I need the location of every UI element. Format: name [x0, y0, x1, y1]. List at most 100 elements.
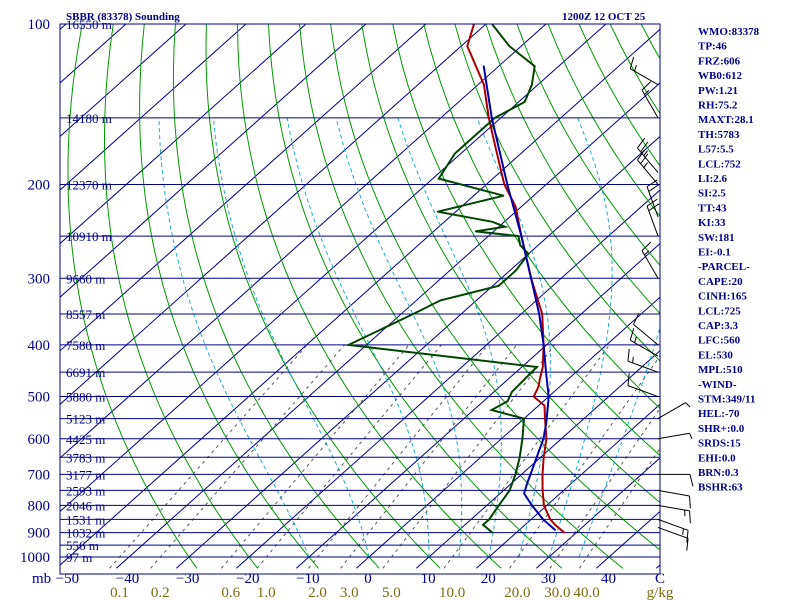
dewpoint-point — [517, 235, 520, 237]
dewpoint-point — [504, 225, 506, 228]
parcel-point — [520, 235, 523, 237]
pressure-tick-label: 400 — [28, 338, 51, 354]
station-title: SBBR (83378) Sounding — [66, 11, 180, 23]
index-entry: LFC:560 — [698, 335, 741, 347]
isotherm-line — [60, 28, 660, 566]
dewpoint-point — [438, 177, 440, 180]
temperature-tick-label: −40 — [116, 571, 139, 587]
parcel-point — [506, 183, 509, 186]
temperature-tick-label: −30 — [176, 571, 199, 587]
mixing-ratio-tick-label: 30.0 — [544, 585, 570, 600]
mixing-ratio-tick-label: 0.6 — [221, 585, 240, 600]
index-entry: SW:181 — [698, 232, 735, 244]
wind-barb-half-feather — [685, 402, 691, 408]
parcel-point — [554, 529, 556, 531]
index-entry: TP:46 — [698, 41, 727, 53]
wind-barb-feather — [633, 312, 640, 325]
temperature-point — [514, 205, 517, 208]
wind-barb-staff — [657, 432, 690, 440]
wind-barb-feather — [689, 474, 694, 487]
isotherm-line — [476, 403, 660, 569]
isotherm-line — [60, 24, 247, 191]
isotherm-line — [60, 24, 307, 245]
index-entry: LCL:725 — [698, 305, 741, 317]
wind-barb-feather — [627, 373, 630, 386]
wind-barb — [627, 373, 659, 398]
temperature-point — [537, 386, 540, 388]
wind-barb-staff — [657, 402, 686, 420]
temperature-point — [494, 146, 497, 148]
dewpoint-point — [508, 489, 511, 492]
temperature-point — [539, 376, 542, 379]
wind-barb — [629, 56, 659, 86]
moist-adiabat-line — [578, 326, 660, 558]
temperature-point — [541, 313, 543, 315]
index-entry: STM:349/11 — [698, 394, 755, 406]
wind-barb-feather — [637, 149, 646, 161]
temperature-point — [554, 524, 556, 526]
dewpoint-point — [521, 438, 524, 440]
height-label: 9660 m — [66, 271, 105, 286]
grid-lines — [60, 24, 660, 569]
temperature-tick-label: 40 — [601, 571, 616, 587]
parcel-point — [530, 277, 532, 280]
temperature-point — [545, 438, 548, 440]
mixing-ratio-tick-label: 0.1 — [110, 585, 129, 600]
wind-barb-staff — [641, 250, 659, 279]
index-entry: EI:-0.1 — [698, 247, 731, 259]
mixing-ratio-line — [578, 447, 660, 569]
index-entry: CAPE:20 — [698, 276, 743, 288]
index-entry: TH:5783 — [698, 129, 740, 141]
mixing-ratio-line — [340, 344, 518, 569]
temperature-tick-label: −50 — [56, 571, 79, 587]
wind-barb-staff — [630, 68, 659, 86]
wind-barb-feather — [689, 510, 691, 524]
dewpoint-point — [506, 400, 509, 402]
temperature-point — [541, 473, 544, 476]
wind-barb — [658, 473, 694, 487]
wind-barb — [657, 526, 689, 551]
dewpoint-point — [511, 391, 513, 393]
wind-barb — [646, 198, 660, 237]
wind-barb-feather — [648, 184, 660, 192]
dewpoint-point — [439, 299, 442, 302]
dewpoint-point — [491, 531, 494, 534]
pressure-tick-label: 900 — [28, 526, 51, 542]
wind-barb-half-feather — [634, 336, 637, 343]
moist-adiabat-line — [476, 117, 551, 558]
parcel-point — [526, 481, 529, 484]
index-entry: WMO:83378 — [698, 26, 760, 38]
index-entry: -WIND- — [698, 379, 737, 391]
pressure-unit-label: mb — [32, 571, 51, 587]
isotherm-line — [536, 457, 660, 569]
wind-barb — [657, 489, 691, 509]
observation-time: 1200Z 12 OCT 25 — [562, 11, 646, 23]
wind-barb-feather — [637, 137, 646, 149]
wind-barb-staff — [646, 205, 659, 237]
temperature-point — [503, 183, 506, 186]
dewpoint-point — [527, 253, 530, 255]
height-label: 97 m — [66, 550, 92, 565]
wind-barb-half-feather — [689, 432, 693, 440]
index-entry: LCL:752 — [698, 158, 741, 170]
wind-barb-staff — [657, 526, 689, 539]
wind-barb-staff — [627, 385, 659, 398]
moist-adiabat-line — [397, 117, 502, 558]
dewpoint-point — [514, 473, 517, 476]
dewpoint-point — [497, 285, 500, 287]
parcel-point — [542, 438, 545, 440]
height-label: 3783 m — [66, 450, 105, 465]
wind-barb-staff — [633, 323, 659, 346]
wind-barb — [637, 137, 659, 173]
temperature-point — [466, 45, 469, 47]
temperature-point — [563, 531, 566, 534]
wind-barb-feather — [686, 538, 689, 551]
temperature-point — [542, 456, 545, 459]
parcel-point — [538, 313, 540, 315]
isotherm-line — [236, 189, 660, 569]
parcel-point — [529, 473, 532, 476]
sounding-profiles — [345, 24, 566, 534]
pressure-tick-label: 500 — [28, 390, 51, 406]
mixing-ratio-tick-label: 40.0 — [574, 585, 600, 600]
parcel-point — [482, 65, 485, 67]
